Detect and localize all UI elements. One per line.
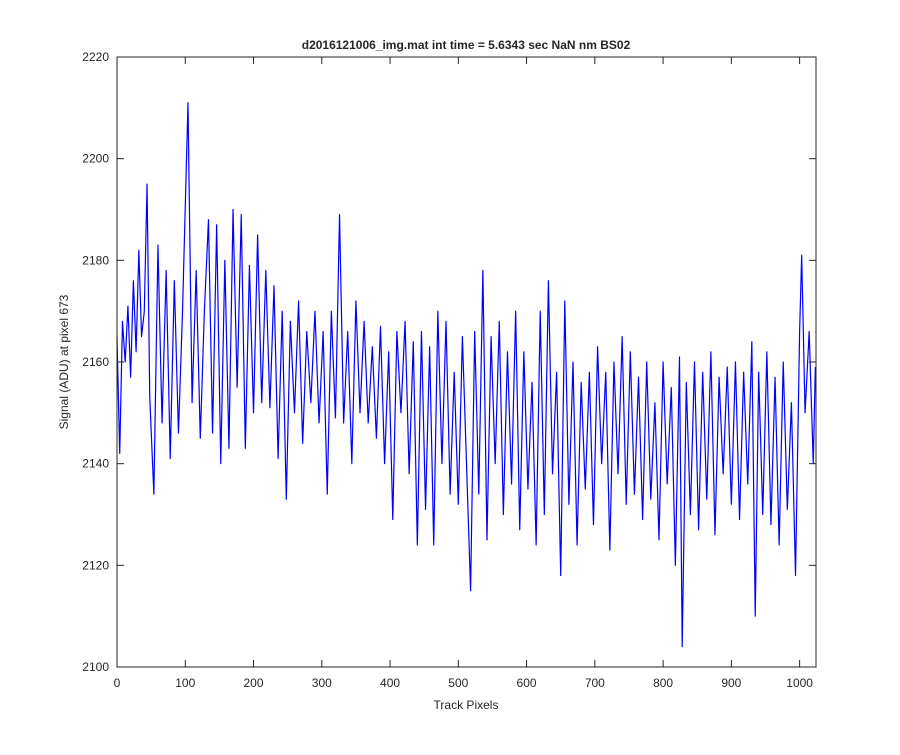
y-tick-label: 2160 [82,355,109,369]
x-tick-label: 400 [380,676,400,690]
y-tick-label: 2100 [82,660,109,674]
x-tick-label: 300 [312,676,332,690]
x-tick-label: 600 [517,676,537,690]
x-tick-label: 100 [175,676,195,690]
x-tick-label: 200 [244,676,264,690]
y-tick-label: 2140 [82,457,109,471]
x-tick-label: 0 [114,676,121,690]
y-tick-label: 2120 [82,558,109,572]
x-axis-label: Track Pixels [434,698,499,712]
x-tick-label: 900 [721,676,741,690]
y-tick-label: 2200 [82,152,109,166]
x-tick-label: 1000 [786,676,813,690]
x-tick-label: 500 [448,676,468,690]
y-tick-label: 2180 [82,253,109,267]
y-axis-label: Signal (ADU) at pixel 673 [57,294,71,429]
data-line [116,102,816,648]
x-tick-label: 800 [653,676,673,690]
x-tick-label: 700 [585,676,605,690]
chart-title: d2016121006_img.mat int time = 5.6343 se… [302,38,631,52]
y-tick-label: 2220 [82,50,109,64]
